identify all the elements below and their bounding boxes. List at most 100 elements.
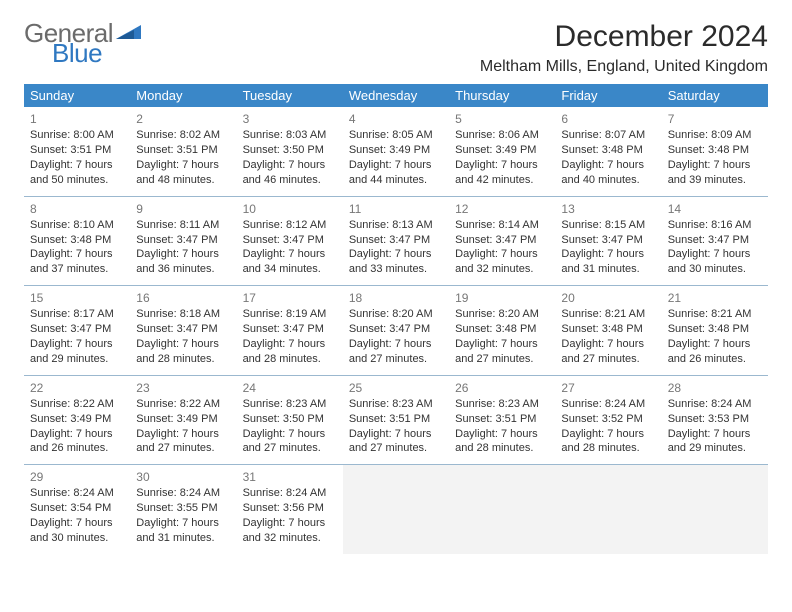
calendar-cell: 12Sunrise: 8:14 AMSunset: 3:47 PMDayligh… (449, 196, 555, 286)
daylight-text: Daylight: 7 hours (561, 247, 655, 262)
daylight-text: Daylight: 7 hours (349, 158, 443, 173)
daylight-text: and 33 minutes. (349, 262, 443, 277)
calendar-cell (662, 465, 768, 554)
sunset-text: Sunset: 3:54 PM (30, 501, 124, 516)
calendar-cell: 29Sunrise: 8:24 AMSunset: 3:54 PMDayligh… (24, 465, 130, 554)
sunset-text: Sunset: 3:51 PM (349, 412, 443, 427)
sunset-text: Sunset: 3:51 PM (455, 412, 549, 427)
daylight-text: and 50 minutes. (30, 173, 124, 188)
sunset-text: Sunset: 3:49 PM (30, 412, 124, 427)
calendar-row: 1Sunrise: 8:00 AMSunset: 3:51 PMDaylight… (24, 107, 768, 196)
day-number: 11 (349, 201, 443, 217)
sunrise-text: Sunrise: 8:11 AM (136, 218, 230, 233)
day-number: 25 (349, 380, 443, 396)
daylight-text: Daylight: 7 hours (668, 247, 762, 262)
calendar-row: 15Sunrise: 8:17 AMSunset: 3:47 PMDayligh… (24, 286, 768, 376)
day-number: 20 (561, 290, 655, 306)
sunrise-text: Sunrise: 8:05 AM (349, 128, 443, 143)
daylight-text: Daylight: 7 hours (668, 427, 762, 442)
day-number: 18 (349, 290, 443, 306)
day-number: 4 (349, 111, 443, 127)
daylight-text: Daylight: 7 hours (668, 337, 762, 352)
daylight-text: and 28 minutes. (136, 352, 230, 367)
calendar-table: Sunday Monday Tuesday Wednesday Thursday… (24, 84, 768, 554)
weekday-header: Saturday (662, 84, 768, 107)
daylight-text: Daylight: 7 hours (561, 337, 655, 352)
sunrise-text: Sunrise: 8:16 AM (668, 218, 762, 233)
day-number: 31 (243, 469, 337, 485)
calendar-cell: 2Sunrise: 8:02 AMSunset: 3:51 PMDaylight… (130, 107, 236, 196)
sunset-text: Sunset: 3:48 PM (668, 143, 762, 158)
day-number: 10 (243, 201, 337, 217)
sunrise-text: Sunrise: 8:21 AM (668, 307, 762, 322)
sunset-text: Sunset: 3:56 PM (243, 501, 337, 516)
sunset-text: Sunset: 3:47 PM (349, 233, 443, 248)
sunset-text: Sunset: 3:51 PM (30, 143, 124, 158)
calendar-cell: 16Sunrise: 8:18 AMSunset: 3:47 PMDayligh… (130, 286, 236, 376)
daylight-text: Daylight: 7 hours (30, 247, 124, 262)
calendar-row: 22Sunrise: 8:22 AMSunset: 3:49 PMDayligh… (24, 375, 768, 465)
sunrise-text: Sunrise: 8:20 AM (349, 307, 443, 322)
daylight-text: Daylight: 7 hours (30, 337, 124, 352)
title-block: December 2024 Meltham Mills, England, Un… (480, 20, 768, 76)
month-title: December 2024 (480, 20, 768, 54)
daylight-text: and 30 minutes. (668, 262, 762, 277)
calendar-cell: 22Sunrise: 8:22 AMSunset: 3:49 PMDayligh… (24, 375, 130, 465)
calendar-cell: 15Sunrise: 8:17 AMSunset: 3:47 PMDayligh… (24, 286, 130, 376)
calendar-cell: 19Sunrise: 8:20 AMSunset: 3:48 PMDayligh… (449, 286, 555, 376)
calendar-row: 29Sunrise: 8:24 AMSunset: 3:54 PMDayligh… (24, 465, 768, 554)
daylight-text: Daylight: 7 hours (668, 158, 762, 173)
sunset-text: Sunset: 3:47 PM (349, 322, 443, 337)
sunset-text: Sunset: 3:51 PM (136, 143, 230, 158)
logo-triangle-icon (116, 22, 142, 44)
sunset-text: Sunset: 3:50 PM (243, 412, 337, 427)
calendar-cell (343, 465, 449, 554)
calendar-cell: 14Sunrise: 8:16 AMSunset: 3:47 PMDayligh… (662, 196, 768, 286)
daylight-text: Daylight: 7 hours (455, 247, 549, 262)
sunset-text: Sunset: 3:47 PM (668, 233, 762, 248)
daylight-text: and 36 minutes. (136, 262, 230, 277)
sunrise-text: Sunrise: 8:22 AM (136, 397, 230, 412)
daylight-text: and 32 minutes. (243, 531, 337, 546)
day-number: 21 (668, 290, 762, 306)
sunrise-text: Sunrise: 8:21 AM (561, 307, 655, 322)
sunset-text: Sunset: 3:47 PM (243, 322, 337, 337)
daylight-text: Daylight: 7 hours (30, 516, 124, 531)
day-number: 13 (561, 201, 655, 217)
sunrise-text: Sunrise: 8:18 AM (136, 307, 230, 322)
sunrise-text: Sunrise: 8:13 AM (349, 218, 443, 233)
day-number: 15 (30, 290, 124, 306)
daylight-text: Daylight: 7 hours (349, 427, 443, 442)
sunrise-text: Sunrise: 8:14 AM (455, 218, 549, 233)
daylight-text: and 40 minutes. (561, 173, 655, 188)
sunrise-text: Sunrise: 8:19 AM (243, 307, 337, 322)
weekday-header: Friday (555, 84, 661, 107)
daylight-text: and 26 minutes. (668, 352, 762, 367)
sunset-text: Sunset: 3:52 PM (561, 412, 655, 427)
sunrise-text: Sunrise: 8:20 AM (455, 307, 549, 322)
calendar-cell: 24Sunrise: 8:23 AMSunset: 3:50 PMDayligh… (237, 375, 343, 465)
sunset-text: Sunset: 3:48 PM (30, 233, 124, 248)
sunrise-text: Sunrise: 8:24 AM (668, 397, 762, 412)
daylight-text: Daylight: 7 hours (136, 516, 230, 531)
daylight-text: Daylight: 7 hours (349, 337, 443, 352)
sunrise-text: Sunrise: 8:12 AM (243, 218, 337, 233)
daylight-text: Daylight: 7 hours (243, 427, 337, 442)
day-number: 1 (30, 111, 124, 127)
calendar-cell: 7Sunrise: 8:09 AMSunset: 3:48 PMDaylight… (662, 107, 768, 196)
sunrise-text: Sunrise: 8:00 AM (30, 128, 124, 143)
daylight-text: and 46 minutes. (243, 173, 337, 188)
weekday-header: Monday (130, 84, 236, 107)
daylight-text: and 28 minutes. (455, 441, 549, 456)
daylight-text: Daylight: 7 hours (30, 158, 124, 173)
daylight-text: and 27 minutes. (349, 352, 443, 367)
location: Meltham Mills, England, United Kingdom (480, 58, 768, 76)
calendar-cell: 10Sunrise: 8:12 AMSunset: 3:47 PMDayligh… (237, 196, 343, 286)
sunset-text: Sunset: 3:48 PM (561, 322, 655, 337)
logo-text-blue: Blue (52, 40, 102, 66)
daylight-text: and 34 minutes. (243, 262, 337, 277)
daylight-text: Daylight: 7 hours (243, 516, 337, 531)
calendar-cell: 6Sunrise: 8:07 AMSunset: 3:48 PMDaylight… (555, 107, 661, 196)
weekday-header: Thursday (449, 84, 555, 107)
calendar-cell: 11Sunrise: 8:13 AMSunset: 3:47 PMDayligh… (343, 196, 449, 286)
